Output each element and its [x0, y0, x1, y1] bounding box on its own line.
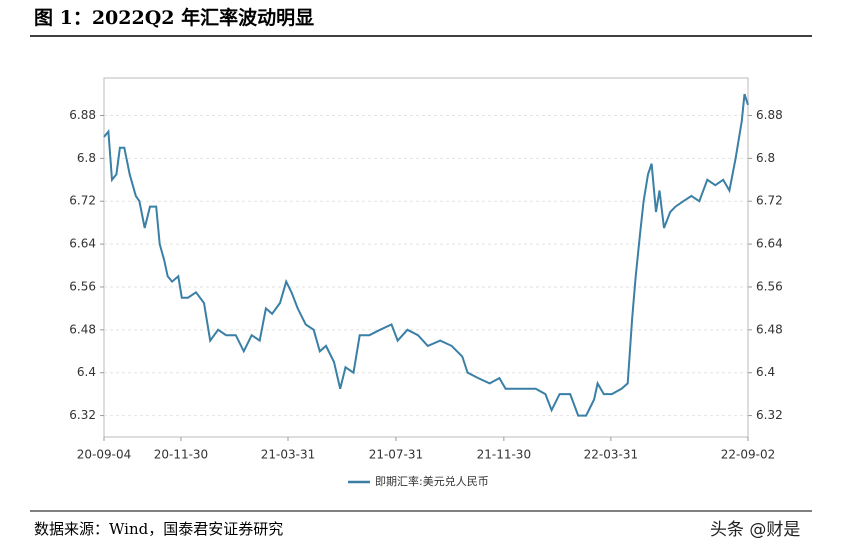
- y2-tick-label: 6.48: [756, 322, 783, 336]
- y-tick-label: 6.64: [69, 237, 96, 251]
- watermark: 头条 @财是: [710, 520, 800, 540]
- y-tick-label: 6.48: [69, 322, 96, 336]
- y-tick-label: 6.56: [69, 279, 96, 293]
- y-tick-label: 6.88: [69, 108, 96, 122]
- y-tick-label: 6.8: [77, 151, 96, 165]
- x-tick-label: 21-11-30: [477, 448, 531, 462]
- y2-tick-label: 6.4: [756, 365, 775, 379]
- y2-tick-label: 6.72: [756, 194, 783, 208]
- plot-frame: [103, 77, 749, 438]
- y-tick-label: 6.4: [77, 365, 96, 379]
- y2-tick-label: 6.8: [756, 151, 775, 165]
- legend-label: 即期汇率:美元兑人民币: [375, 474, 489, 488]
- y2-tick-label: 6.64: [756, 237, 783, 251]
- x-tick-label: 22-09-02: [721, 448, 775, 462]
- x-tick-label: 22-03-31: [584, 448, 638, 462]
- x-tick-label: 20-11-30: [154, 448, 208, 462]
- x-tick-label: 20-09-04: [77, 448, 131, 462]
- y2-tick-label: 6.32: [756, 408, 783, 422]
- y2-tick-label: 6.56: [756, 279, 783, 293]
- source: 数据来源：Wind，国泰君安证券研究: [34, 520, 283, 538]
- series-line: [103, 93, 749, 417]
- y2-tick-label: 6.88: [756, 108, 783, 122]
- y-tick-label: 6.32: [69, 408, 96, 422]
- chart-title: 图 1：2022Q2 年汇率波动明显: [34, 6, 314, 29]
- x-tick-label: 21-07-31: [369, 448, 423, 462]
- x-tick-label: 21-03-31: [261, 448, 315, 462]
- y-tick-label: 6.72: [69, 194, 96, 208]
